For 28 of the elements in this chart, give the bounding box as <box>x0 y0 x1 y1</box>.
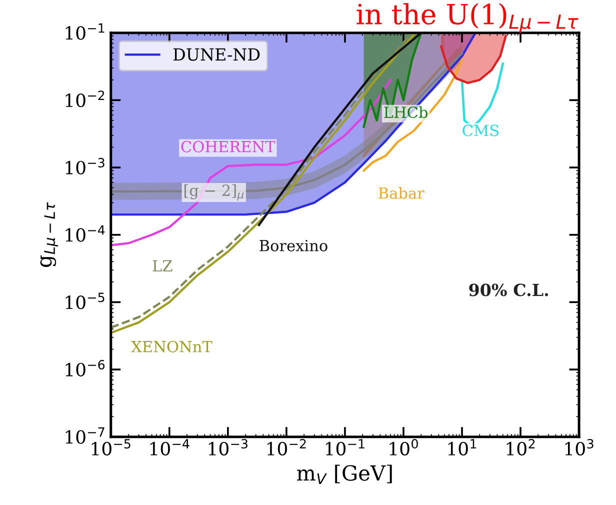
series-label: LZ <box>152 260 172 272</box>
x-tick-label: 10$^{3}$ <box>565 438 594 456</box>
y-tick-label: 10$^{−2}$ <box>66 90 104 108</box>
y-tick-label: 10$^{−6}$ <box>66 360 105 376</box>
y-tick-label: 10$^{−1}$ <box>66 23 104 40</box>
series-label: [g − 2]$_{μ}$ <box>184 184 244 201</box>
series-label: LHCb <box>384 106 428 118</box>
y-axis-title: g$_{Lμ−Lτ}$ <box>40 202 58 268</box>
x-axis-title: m$_{V}$ [GeV] <box>296 464 392 484</box>
series-label: COHERENT <box>181 140 276 152</box>
series-label: CMS <box>462 124 499 136</box>
y-tick-label: 10$^{−5}$ <box>66 292 104 310</box>
annotation: 90% C.L. <box>469 284 548 296</box>
legend-label: DUNE-ND <box>173 48 260 61</box>
chart-title: in the U(1)$_{Lμ−Lτ}$ <box>356 3 578 33</box>
series-label: Babar <box>378 187 424 199</box>
x-tick-label: 10$^{2}$ <box>506 438 535 456</box>
series-label: XENONnT <box>131 340 212 352</box>
y-tick-label: 10$^{−3}$ <box>66 158 104 174</box>
x-tick-label: 10$^{1}$ <box>448 439 476 456</box>
y-tick-label: 10$^{−4}$ <box>66 225 105 242</box>
x-tick-label: 10$^{−4}$ <box>150 439 190 456</box>
series-label: Borexino <box>260 240 328 252</box>
x-tick-label: 10$^{−3}$ <box>208 438 248 456</box>
x-tick-label: 10$^{0}$ <box>390 438 418 456</box>
x-tick-label: 10$^{−5}$ <box>92 439 130 456</box>
x-tick-label: 10$^{−1}$ <box>326 439 364 456</box>
x-tick-label: 10$^{−2}$ <box>267 438 306 456</box>
